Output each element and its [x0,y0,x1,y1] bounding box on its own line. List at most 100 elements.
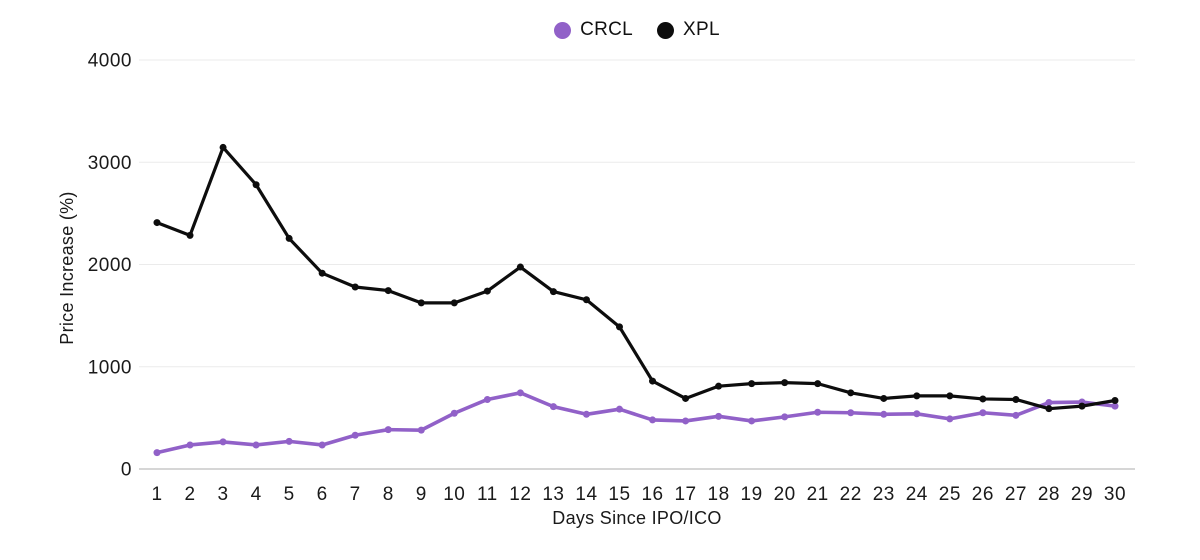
xpl-data-point [384,287,392,295]
crcl-data-point [1012,411,1020,419]
x-tick-labels: 1 2 3 4 5 6 7 8 9 10 11 12 13 14 15 16 17 18 19 20 21 22 23 24 2… [151,484,1126,505]
x-axis-title: Days Since IPO/ICO [552,508,722,528]
xpl-data-point [715,382,723,390]
crcl-data-point [549,403,557,411]
x-tick-label: 7 [350,484,361,505]
crcl-data-point [384,426,392,434]
xpl-series [153,143,1119,413]
y-tick-label: 4000 [88,51,132,72]
chart-legend: CRCL XPL [139,18,1135,42]
x-tick-label: 11 [477,484,498,505]
crcl-data-point [946,415,954,423]
y-tick-label: 1000 [88,357,132,378]
x-tick-label: 18 [708,484,730,505]
x-tick-label: 20 [774,484,796,505]
xpl-data-point [1078,402,1086,410]
xpl-data-point [814,380,822,388]
crcl-data-point [483,395,491,403]
x-tick-label: 19 [741,484,763,505]
crcl-data-point [880,410,888,418]
xpl-data-point [186,231,194,239]
crcl-data-point [417,426,425,434]
x-tick-label: 9 [416,484,427,505]
xpl-data-point [847,389,855,397]
crcl-data-point [979,409,987,417]
gridlines [139,59,1135,470]
xpl-data-point [1012,395,1020,403]
x-tick-label: 22 [840,484,862,505]
crcl-data-point [913,410,921,418]
crcl-data-point [847,409,855,417]
x-tick-label: 17 [674,484,696,505]
crcl-data-point [252,441,260,449]
xpl-data-point [318,269,326,277]
xpl-data-point [351,283,359,291]
xpl-data-point [979,395,987,403]
x-tick-label: 3 [218,484,229,505]
crcl-data-point [318,441,326,449]
x-tick-label: 10 [443,484,465,505]
xpl-data-point [483,287,491,295]
xpl-data-point [946,392,954,400]
crcl-data-point [615,405,623,413]
xpl-data-point [682,394,690,402]
x-tick-label: 1 [151,484,162,505]
xpl-data-point [516,263,524,271]
crcl-legend-dot-icon [554,21,572,39]
crcl-series [153,389,1119,457]
xpl-data-point [153,219,161,227]
y-tick-labels: 0 1000 2000 3000 4000 [88,51,132,481]
x-tick-label: 13 [542,484,564,505]
crcl-data-point [1045,399,1053,407]
x-tick-label: 25 [939,484,961,505]
xpl-data-point [1045,405,1053,413]
crcl-data-point [1111,402,1119,410]
x-tick-label: 6 [317,484,328,505]
xpl-data-point [615,323,623,331]
x-tick-label: 21 [807,484,829,505]
xpl-line [155,145,1117,411]
x-tick-label: 30 [1104,484,1126,505]
xpl-data-point [880,394,888,402]
x-tick-label: 5 [284,484,295,505]
xpl-data-point [582,296,590,304]
x-tick-label: 26 [972,484,994,505]
crcl-data-point [285,437,293,445]
x-tick-label: 24 [906,484,928,505]
x-tick-label: 4 [251,484,262,505]
x-tick-label: 12 [509,484,531,505]
crcl-data-point [748,417,756,425]
xpl-data-point [450,299,458,307]
x-tick-label: 29 [1071,484,1093,505]
xpl-data-point [781,379,789,387]
xpl-data-point [417,299,425,307]
x-tick-label: 28 [1038,484,1060,505]
y-tick-label: 0 [121,460,132,481]
y-tick-label: 2000 [88,255,132,276]
crcl-data-point [186,441,194,449]
crcl-legend-label: CRCL [580,19,634,40]
crcl-data-point [682,417,690,425]
crcl-data-point [715,412,723,420]
crcl-data-point [351,431,359,439]
crcl-data-point [153,449,161,457]
legend-item-crcl[interactable]: CRCL [554,19,633,41]
crcl-data-point [450,409,458,417]
x-tick-label: 14 [575,484,597,505]
xpl-data-point [913,392,921,400]
xpl-legend-dot-icon [657,21,675,39]
x-tick-label: 16 [641,484,663,505]
y-tick-label: 3000 [88,153,132,174]
legend-item-xpl[interactable]: XPL [657,19,720,41]
crcl-data-point [582,410,590,418]
crcl-data-point [649,416,657,424]
crcl-data-point [814,408,822,416]
crcl-line [155,391,1117,455]
crcl-data-point [516,389,524,397]
xpl-data-point [748,380,756,388]
crcl-data-point [781,413,789,421]
x-tick-label: 2 [184,484,195,505]
xpl-data-point [219,143,227,151]
x-tick-label: 27 [1005,484,1027,505]
